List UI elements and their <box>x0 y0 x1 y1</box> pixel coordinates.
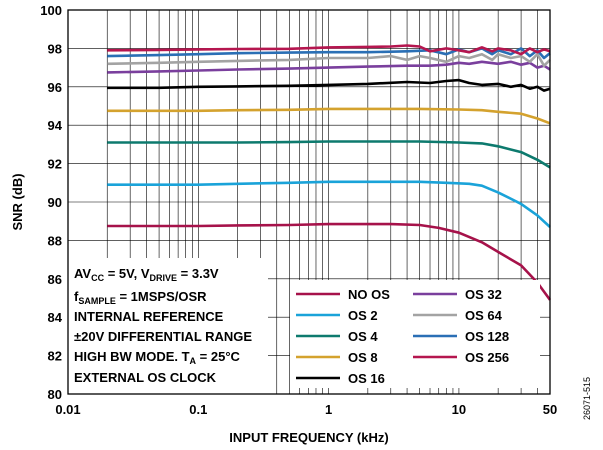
series-line-os-2 <box>107 180 551 228</box>
series-line-no-os <box>107 222 552 301</box>
notes-box: AVCC = 5V, VDRIVE = 3.3V fSAMPLE = 1MSPS… <box>68 258 268 394</box>
x-tick-label: 0.01 <box>55 402 80 417</box>
legend: NO OS OS 2 OS 4 OS 8 OS 16 OS 32 OS 64 OS 128 OS… <box>290 280 540 388</box>
notes-background <box>68 258 268 394</box>
note-range: ±20V DIFFERENTIAL RANGE <box>74 329 252 344</box>
y-tick-label: 94 <box>48 118 63 133</box>
series-line-os-8 <box>107 107 551 125</box>
y-tick-label: 100 <box>40 3 62 18</box>
legend-label: OS 128 <box>465 329 509 344</box>
legend-label: OS 64 <box>465 308 503 323</box>
y-tick-label: 80 <box>48 387 62 402</box>
series-lines <box>107 44 552 301</box>
y-tick-label: 86 <box>48 272 62 287</box>
y-tick-label: 96 <box>48 80 62 95</box>
figure-id: 26071-515 <box>582 377 592 420</box>
legend-label: OS 4 <box>348 329 378 344</box>
tick-labels: 0.01 0.1 1 10 50 80 82 84 86 88 90 92 94 96 98 100 <box>40 3 557 417</box>
legend-label: OS 2 <box>348 308 378 323</box>
x-tick-label: 0.1 <box>189 402 207 417</box>
plot-frame <box>67 9 551 395</box>
series-line-os-64 <box>107 52 551 67</box>
legend-label: NO OS <box>348 287 390 302</box>
x-tick-label: 50 <box>543 402 557 417</box>
y-tick-label: 84 <box>48 310 63 325</box>
note-supply: AVCC = 5V, VDRIVE = 3.3V <box>74 266 219 283</box>
note-mode: HIGH BW MODE. TA = 25°C <box>74 349 241 366</box>
series-line-os-256 <box>107 44 551 56</box>
note-clock: EXTERNAL OS CLOCK <box>74 370 217 385</box>
y-tick-label: 98 <box>48 41 62 56</box>
x-axis-title: INPUT FREQUENCY (kHz) <box>229 430 388 445</box>
legend-label: OS 32 <box>465 287 502 302</box>
legend-background <box>290 280 540 388</box>
legend-label: OS 8 <box>348 350 378 365</box>
legend-label: OS 256 <box>465 350 509 365</box>
y-tick-label: 90 <box>48 195 62 210</box>
x-tick-label: 1 <box>325 402 332 417</box>
x-tick-label: 10 <box>452 402 466 417</box>
y-tick-label: 82 <box>48 349 62 364</box>
note-reference: INTERNAL REFERENCE <box>74 309 224 324</box>
y-tick-label: 88 <box>48 233 62 248</box>
series-line-os-4 <box>107 140 551 169</box>
note-sample-rate: fSAMPLE = 1MSPS/OSR <box>74 289 207 306</box>
series-line-os-32 <box>107 60 551 74</box>
series-line-os-16 <box>107 78 551 92</box>
y-axis-title: SNR (dB) <box>10 173 25 230</box>
y-tick-label: 92 <box>48 157 62 172</box>
legend-label: OS 16 <box>348 371 385 386</box>
